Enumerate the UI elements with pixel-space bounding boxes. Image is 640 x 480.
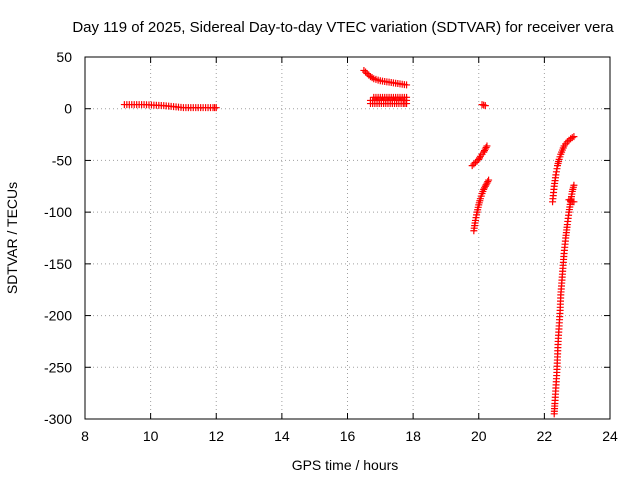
y-tick-label: -50 [52,152,72,168]
x-tick-label: 14 [274,428,290,444]
series-arc-5 [370,93,411,101]
data-point [567,197,575,205]
x-axis-label: GPS time / hours [292,457,399,473]
data-point [480,148,488,156]
y-axis: -300 -250 -200 -150 -100 -50 0 50 [44,49,610,427]
y-tick-label: 0 [64,101,72,117]
data-point [481,102,489,110]
data-point [363,70,371,78]
x-tick-label: 22 [537,428,553,444]
data-point [362,68,370,76]
y-tick-label: -100 [44,204,72,220]
x-tick-label: 8 [81,428,89,444]
data-point [481,145,489,153]
data-point [470,160,478,168]
series-arc-7 [468,142,491,170]
series-arc-1 [120,101,220,112]
y-tick-label: 50 [56,49,72,65]
data-point [483,179,491,187]
y-tick-label: -150 [44,256,72,272]
x-tick-label: 10 [143,428,159,444]
y-tick-label: -300 [44,411,72,427]
data-point [476,154,484,162]
data-point [570,181,578,189]
series-arc-9 [549,133,578,206]
data-point [368,74,376,82]
series-arc-2 [360,66,411,89]
data-point [403,93,411,101]
data-point [212,104,220,112]
data-point [482,181,490,189]
x-tick-label: 20 [471,428,487,444]
series-arc-4 [366,100,411,108]
data-point [403,81,411,89]
data-point [483,142,491,150]
data-point [475,155,483,163]
data-point [481,182,489,190]
data-point [485,176,493,184]
x-axis: 8 10 12 14 16 18 20 22 24 [81,57,618,444]
data-point [570,198,578,206]
y-tick-label: -200 [44,308,72,324]
data-point [570,133,578,141]
data-point [484,178,492,186]
chart-title: Day 119 of 2025, Sidereal Day-to-day VTE… [72,19,614,36]
grid [85,57,610,419]
x-tick-label: 18 [405,428,421,444]
series-arc-11 [565,196,578,206]
x-tick-label: 16 [340,428,356,444]
data-point [360,66,368,74]
data-point [471,158,479,166]
data-point [468,162,476,170]
data-point [480,184,488,192]
data-point [482,144,490,151]
series-arc-8 [470,176,493,235]
y-tick-label: -250 [44,359,72,375]
data-point [563,138,571,146]
series-arc-6 [478,101,489,110]
data-point [480,147,488,155]
x-tick-label: 12 [208,428,224,444]
y-axis-label: SDTVAR / TECUs [4,182,20,294]
data-point [568,134,576,142]
data-marks [120,66,578,418]
x-tick-label: 24 [602,428,618,444]
data-point [480,185,488,193]
series-arc-10 [550,181,578,418]
data-point [403,100,411,108]
